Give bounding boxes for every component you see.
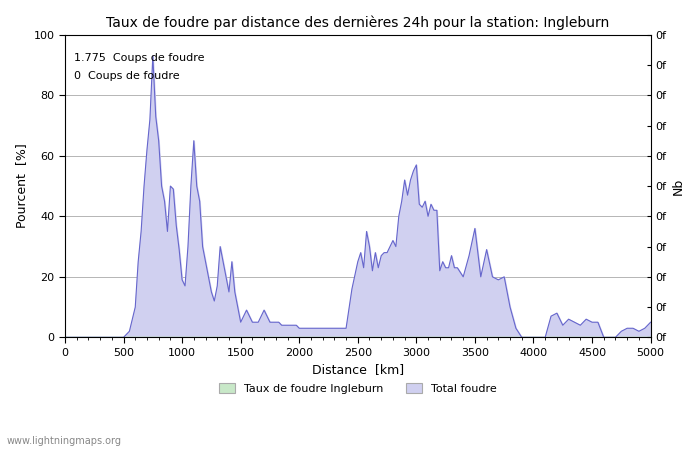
Text: 0  Coups de foudre: 0 Coups de foudre (74, 71, 179, 81)
Title: Taux de foudre par distance des dernières 24h pour la station: Ingleburn: Taux de foudre par distance des dernière… (106, 15, 610, 30)
Text: www.lightningmaps.org: www.lightningmaps.org (7, 436, 122, 446)
Y-axis label: Nb: Nb (672, 177, 685, 195)
Y-axis label: Pourcent  [%]: Pourcent [%] (15, 144, 28, 229)
Text: 1.775  Coups de foudre: 1.775 Coups de foudre (74, 53, 204, 63)
Legend: Taux de foudre Ingleburn, Total foudre: Taux de foudre Ingleburn, Total foudre (214, 378, 501, 398)
X-axis label: Distance  [km]: Distance [km] (312, 363, 404, 376)
